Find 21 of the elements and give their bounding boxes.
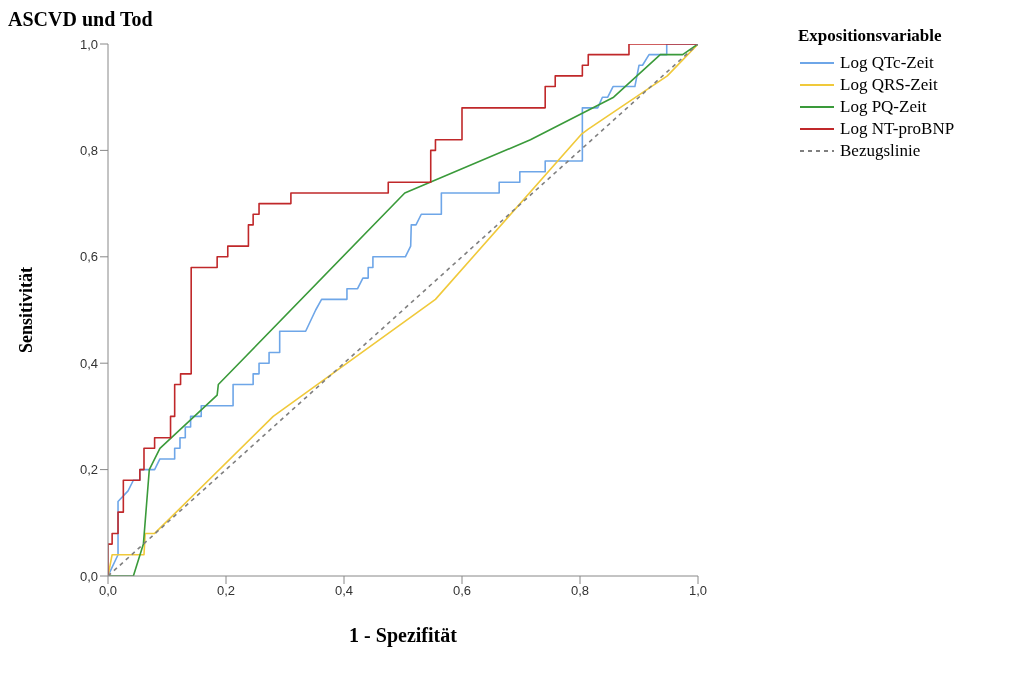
legend-label: Log QRS-Zeit xyxy=(840,75,938,95)
y-tick-label: 1,0 xyxy=(79,36,98,52)
y-axis-title: Sensitivität xyxy=(16,266,37,354)
x-tick-label: 0,2 xyxy=(216,583,236,599)
legend-label: Log NT-proBNP xyxy=(840,119,955,139)
legend-label: Log PQ-Zeit xyxy=(840,97,927,117)
x-tick-label: 0,8 xyxy=(570,583,590,599)
y-tick-label: 0,2 xyxy=(79,462,98,478)
legend-label: Bezugslinie xyxy=(840,141,921,161)
x-tick-label: 0,6 xyxy=(452,583,472,599)
y-tick-label: 0,4 xyxy=(79,355,98,371)
x-axis-title: 1 - Spezifität xyxy=(349,624,458,647)
y-tick-label: 0,6 xyxy=(79,249,98,265)
x-tick-label: 0,4 xyxy=(334,583,354,599)
x-tick-label: 0,0 xyxy=(98,583,118,599)
x-tick-label: 1,0 xyxy=(688,583,708,599)
y-tick-label: 0,8 xyxy=(79,143,98,159)
chart-title: ASCVD und Tod xyxy=(8,8,153,31)
legend-label: Log QTc-Zeit xyxy=(840,53,934,73)
y-tick-label: 0,0 xyxy=(79,568,98,584)
legend-title: Expositionsvariable xyxy=(798,26,943,46)
